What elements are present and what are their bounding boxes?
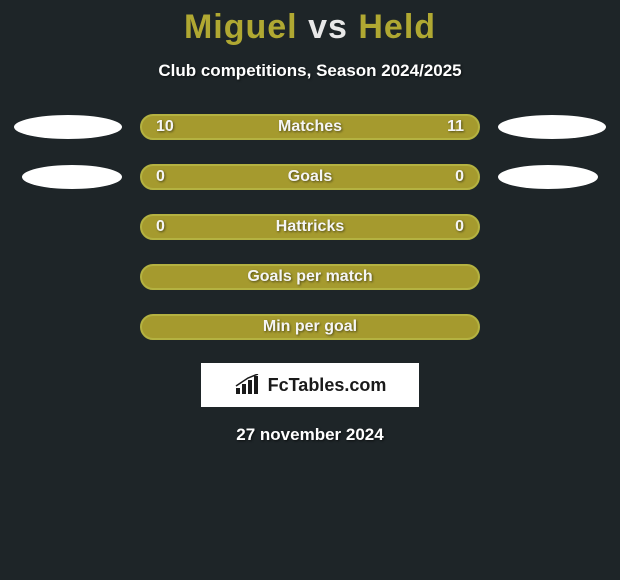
left-value: 10 xyxy=(156,118,174,136)
player1-name: Miguel xyxy=(184,8,298,46)
right-ellipse xyxy=(498,115,606,139)
title: Miguel vs Held xyxy=(0,8,620,47)
stats-rows: 10 Matches 11 0 Goals 0 0 Hattricks 0 Goals per m… xyxy=(0,113,620,341)
right-ellipse xyxy=(498,165,598,189)
stat-row: 0 Hattricks 0 xyxy=(0,213,620,241)
date-text: 27 november 2024 xyxy=(0,425,620,445)
left-ellipse xyxy=(22,165,122,189)
stat-bar: 10 Matches 11 xyxy=(140,114,480,140)
right-value: 0 xyxy=(455,168,464,186)
left-value: 0 xyxy=(156,168,165,186)
chart-icon xyxy=(234,374,264,396)
infographic-container: Miguel vs Held Club competitions, Season… xyxy=(0,0,620,445)
stat-row: Goals per match xyxy=(0,263,620,291)
vs-text: vs xyxy=(308,8,348,46)
right-value: 11 xyxy=(447,118,464,136)
stat-row: 0 Goals 0 xyxy=(0,163,620,191)
stat-row: 10 Matches 11 xyxy=(0,113,620,141)
player2-name: Held xyxy=(358,8,436,46)
left-value: 0 xyxy=(156,218,165,236)
stat-label: Goals per match xyxy=(247,268,372,286)
stat-bar: 0 Goals 0 xyxy=(140,164,480,190)
stat-label: Min per goal xyxy=(263,318,357,336)
logo-text: FcTables.com xyxy=(268,375,387,396)
left-ellipse xyxy=(14,115,122,139)
stat-label: Hattricks xyxy=(276,218,344,236)
stat-label: Matches xyxy=(278,118,342,136)
stat-bar: 0 Hattricks 0 xyxy=(140,214,480,240)
stat-label: Goals xyxy=(288,168,332,186)
subtitle: Club competitions, Season 2024/2025 xyxy=(0,61,620,81)
stat-row: Min per goal xyxy=(0,313,620,341)
stat-bar: Min per goal xyxy=(140,314,480,340)
logo-box: FcTables.com xyxy=(201,363,419,407)
stat-bar: Goals per match xyxy=(140,264,480,290)
right-value: 0 xyxy=(455,218,464,236)
